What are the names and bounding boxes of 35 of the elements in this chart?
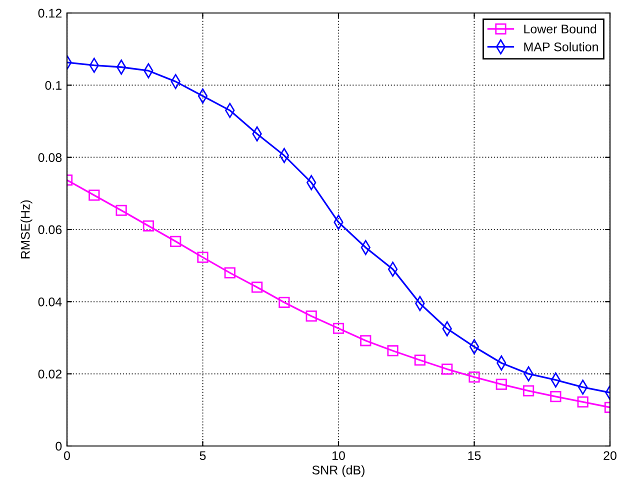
y-axis-title: RMSE(Hz) [20, 200, 32, 258]
point [142, 220, 154, 232]
point [306, 310, 317, 322]
x-tick-label: 15 [468, 451, 481, 460]
point [496, 378, 507, 390]
point [550, 391, 562, 402]
point [224, 267, 236, 278]
y-tick-label: 0.06 [38, 225, 62, 234]
point [360, 335, 372, 346]
x-tick-label: 0 [64, 451, 70, 460]
point [170, 236, 182, 247]
point [251, 282, 263, 293]
x-axis-title: SNR (dB) [312, 465, 364, 477]
point [88, 190, 100, 201]
point [522, 385, 534, 396]
point [332, 322, 344, 334]
y-tick-label: 0.1 [45, 80, 62, 90]
point [577, 396, 588, 408]
point [442, 364, 453, 375]
point [116, 204, 127, 216]
point [197, 252, 208, 263]
legend-label: Lower Bound [524, 24, 596, 34]
x-tick-label: 20 [604, 451, 616, 460]
y-tick-label: 0.02 [38, 370, 62, 378]
legend-label: MAP Solution [524, 42, 598, 52]
x-tick-label: 10 [332, 451, 345, 460]
y-tick-label: 0 [56, 442, 62, 451]
point [414, 354, 426, 366]
point [468, 372, 480, 383]
point [278, 296, 290, 308]
point [387, 345, 398, 356]
x-tick-label: 5 [200, 451, 206, 460]
y-tick-label: 0.12 [38, 8, 62, 18]
y-tick-label: 0.08 [38, 153, 62, 162]
y-tick-label: 0.04 [38, 297, 62, 306]
